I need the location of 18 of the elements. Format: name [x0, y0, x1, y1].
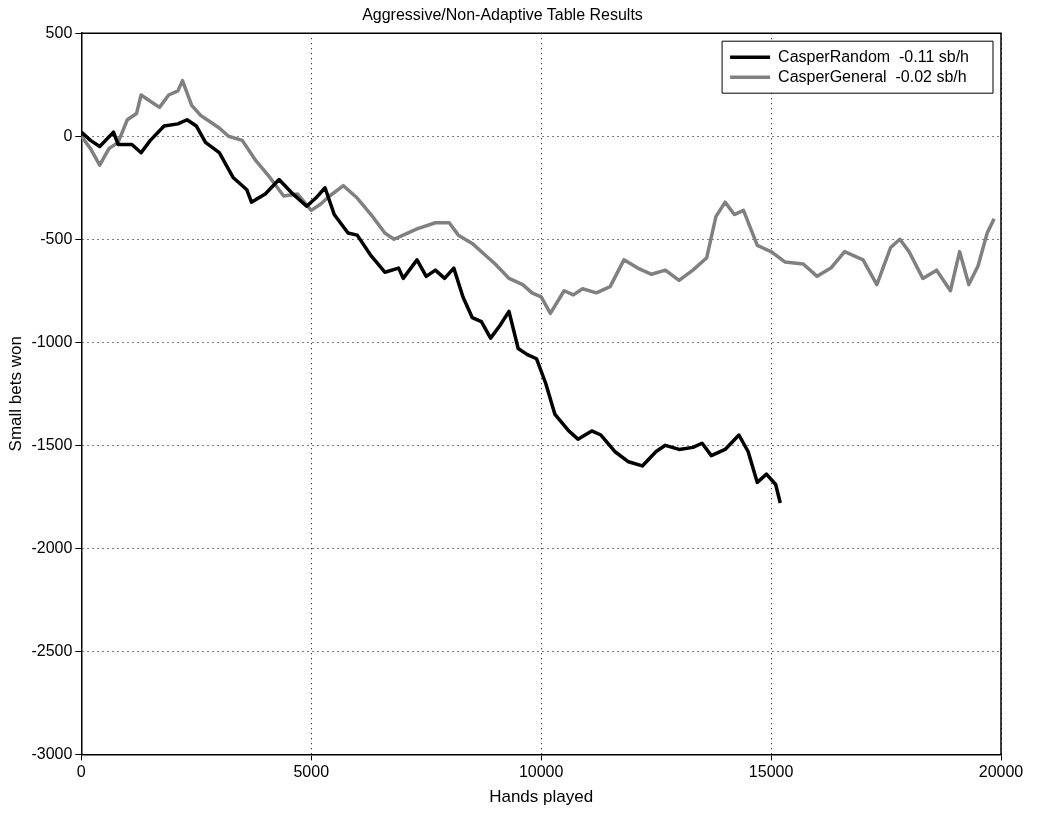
- y-tick-label: -3000: [31, 744, 73, 762]
- y-axis-title: Small bets won: [5, 336, 25, 452]
- x-tick-label: 20000: [978, 763, 1024, 781]
- x-tick-label: 0: [76, 763, 86, 781]
- x-tick-label: 10000: [518, 763, 564, 781]
- y-tick-label: -2000: [31, 538, 73, 556]
- y-tick-label: -2500: [31, 641, 73, 659]
- y-tick-label: -1000: [31, 332, 73, 350]
- y-tick-label: -500: [40, 229, 73, 247]
- legend-label: CasperRandom -0.11 sb/h: [778, 47, 970, 65]
- y-tick-label: 0: [63, 126, 73, 144]
- y-tick-label: -1500: [31, 435, 73, 453]
- legend-label: CasperGeneral -0.02 sb/h: [778, 67, 967, 85]
- y-tick-label: 500: [45, 23, 73, 41]
- chart-title: Aggressive/Non-Adaptive Table Results: [362, 6, 643, 24]
- x-axis-title: Hands played: [489, 787, 594, 807]
- x-tick-label: 15000: [748, 763, 794, 781]
- x-tick-label: 5000: [293, 763, 330, 781]
